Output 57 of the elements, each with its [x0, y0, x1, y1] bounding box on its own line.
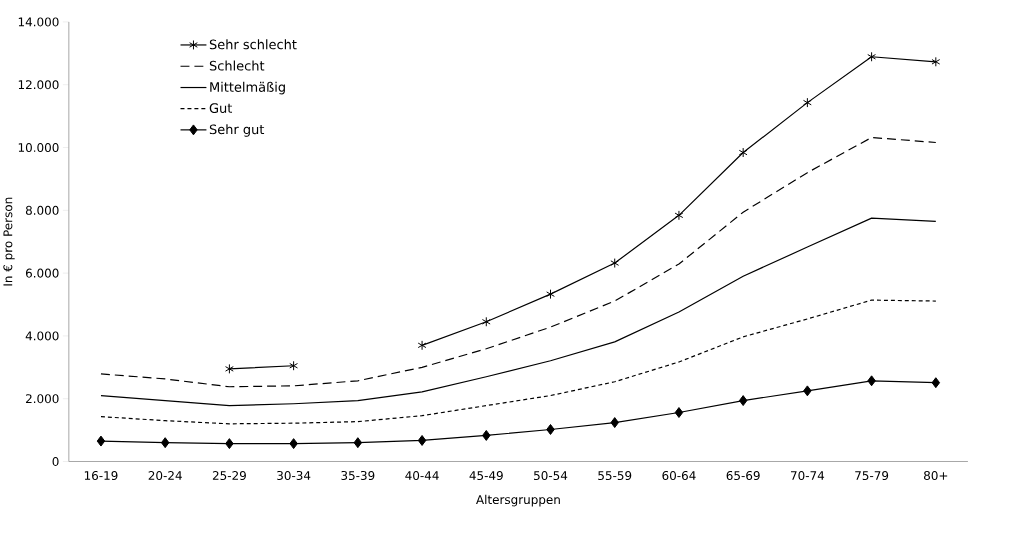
point [931, 56, 941, 67]
point [481, 316, 491, 327]
line-series [100, 217, 937, 407]
x-tick-label: 60-64 [662, 470, 696, 480]
point [160, 437, 170, 448]
legend-label: Sehr schlecht [209, 39, 297, 50]
y-tick-label: 2.000 [25, 394, 59, 404]
point [738, 147, 748, 158]
x-tick-label: 40-44 [405, 470, 439, 480]
point [96, 435, 106, 447]
point [546, 423, 555, 435]
point [738, 394, 748, 406]
point [610, 257, 620, 268]
point [803, 385, 812, 397]
point [546, 289, 555, 299]
x-axis-title: Altersgruppen [476, 494, 560, 507]
y-tick-label: 14.000 [18, 17, 59, 27]
y-tick-label: 12.000 [18, 80, 59, 90]
legend-label: Mittelmäßig [210, 81, 285, 95]
x-tick-label: 80+ [924, 470, 948, 480]
x-tick-label: 55-59 [598, 470, 632, 480]
x-tick-label: 30-34 [277, 470, 311, 480]
point [417, 434, 427, 446]
x-tick-label: 16-19 [84, 470, 118, 480]
y-axis-title: In € pro Person [3, 197, 15, 286]
point [867, 375, 876, 387]
point [867, 51, 876, 62]
legend-label: Sehr gut [209, 124, 265, 137]
point [353, 437, 363, 448]
legend-label: Gut [209, 103, 233, 113]
y-tick-label: 10.000 [18, 142, 59, 152]
point [482, 429, 491, 441]
point [610, 416, 619, 428]
line-series [100, 299, 937, 425]
line-series [100, 136, 937, 388]
x-tick-label: 20-24 [148, 470, 182, 480]
point [289, 360, 298, 371]
y-tick-label: 0 [52, 456, 59, 466]
x-tick-label: 25-29 [212, 470, 246, 480]
legend-label: Schlecht [209, 60, 265, 71]
y-tick-label: 8.000 [25, 205, 59, 215]
point [225, 363, 234, 374]
y-tick-label: 6.000 [25, 268, 59, 278]
point [225, 438, 234, 449]
point [417, 340, 427, 351]
point [803, 97, 812, 108]
x-tick-label: 70-74 [790, 470, 825, 480]
point [289, 438, 298, 449]
point [931, 377, 941, 389]
point [674, 210, 684, 221]
x-tick-label: 45-49 [469, 470, 503, 480]
x-tick-label: 65-69 [726, 470, 760, 480]
x-tick-label: 75-79 [855, 470, 889, 480]
x-tick-label: 50-54 [534, 470, 568, 480]
x-tick-label: 35-39 [341, 470, 375, 480]
y-tick-label: 4.000 [25, 331, 59, 341]
point [674, 406, 684, 418]
